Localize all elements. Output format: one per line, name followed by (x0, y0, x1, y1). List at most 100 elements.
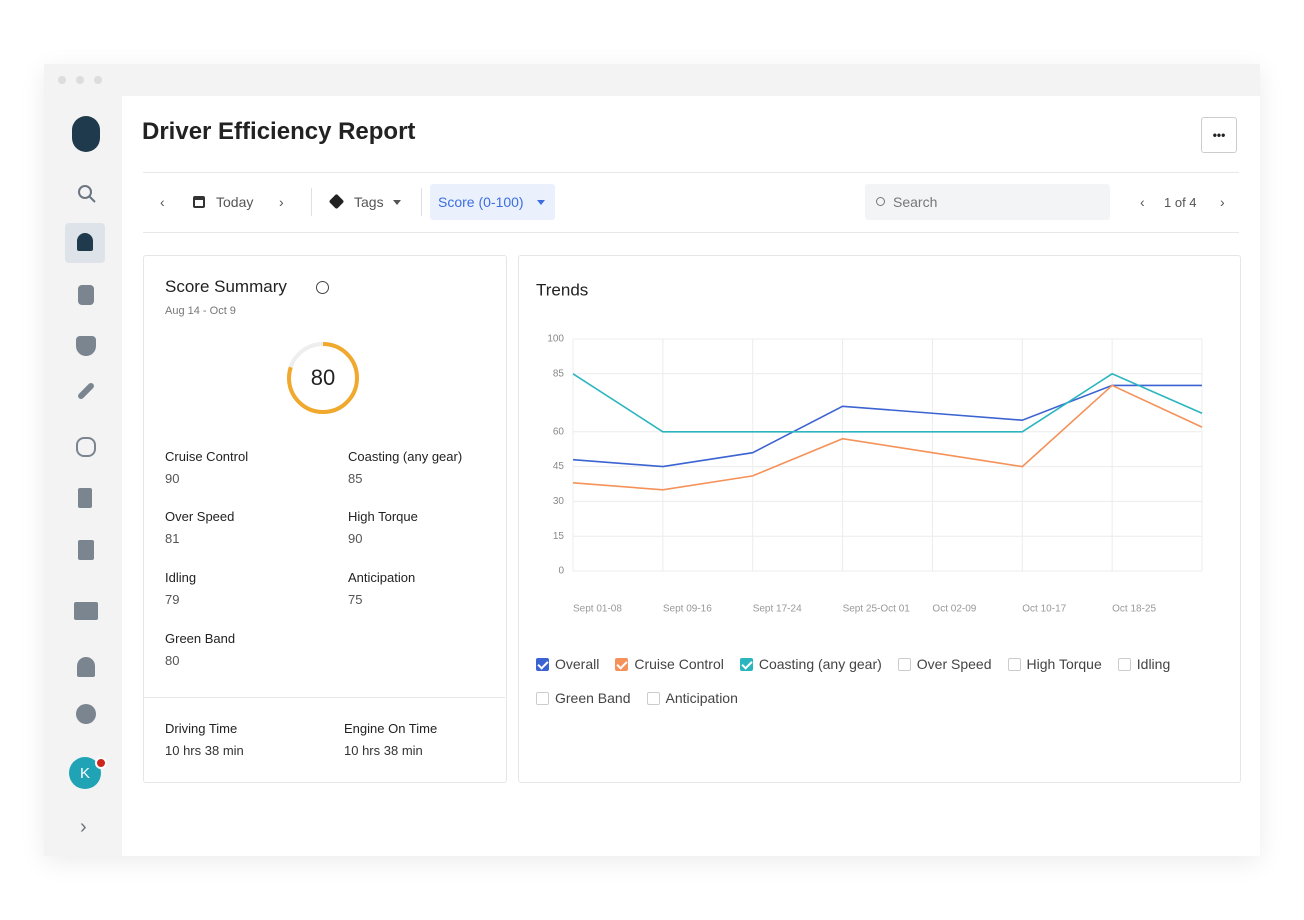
series-line (572, 384, 1202, 468)
x-tick-label: Sept 01-08 (573, 604, 622, 615)
legend-checkbox[interactable] (536, 691, 549, 705)
nav-icon[interactable] (77, 657, 95, 677)
metric-label: Coasting (any gear) (348, 449, 463, 464)
prev-page[interactable]: ‹ (1140, 194, 1145, 210)
legend-item[interactable]: Green Band (536, 690, 631, 706)
divider (143, 232, 1239, 233)
nav-icon[interactable] (78, 285, 94, 305)
y-tick-label: 60 (553, 426, 565, 437)
legend-checkbox[interactable] (1117, 657, 1131, 671)
date-range: Aug 14 - Oct 9 (165, 305, 236, 317)
legend-checkbox[interactable] (536, 657, 549, 671)
metric-value: 90 (348, 531, 363, 546)
notification-dot (95, 757, 107, 769)
window-dot (58, 76, 66, 84)
legend-item[interactable]: Cruise Control (615, 656, 724, 672)
legend-item[interactable]: High Torque (1007, 656, 1102, 672)
nav-icon[interactable] (76, 437, 96, 457)
legend-label: High Torque (1026, 656, 1102, 672)
chart-title: Trends (536, 280, 588, 299)
score-filter[interactable]: Score (0-100) (438, 194, 524, 210)
series-line (572, 384, 1203, 491)
nav-icon[interactable] (78, 488, 92, 508)
y-tick-label: 100 (547, 334, 564, 345)
divider (144, 697, 505, 698)
more-button[interactable]: ••• (1201, 117, 1237, 153)
legend-item[interactable]: Overall (536, 656, 599, 672)
legend-checkbox[interactable] (1007, 657, 1021, 671)
legend-checkbox[interactable] (646, 691, 660, 705)
legend-label: Cruise Control (634, 656, 724, 672)
summary-title: Score Summary (165, 277, 287, 296)
footer-value: 10 hrs 38 min (344, 743, 423, 758)
y-tick-label: 30 (553, 496, 565, 507)
logo[interactable] (72, 116, 100, 152)
x-tick-label: Sept 09-16 (663, 604, 712, 615)
legend-label: Coasting (any gear) (758, 656, 882, 672)
metric-label: Cruise Control (165, 449, 249, 464)
divider (143, 172, 1239, 173)
caret (537, 200, 545, 209)
search-icon[interactable] (76, 183, 98, 205)
window-dot (94, 76, 102, 84)
metric-label: Idling (165, 570, 197, 585)
page-title: Driver Efficiency Report (142, 118, 416, 145)
x-tick-label: Oct 02-09 (932, 604, 976, 615)
footer-label: Driving Time (165, 721, 238, 736)
metric-value: 80 (165, 653, 180, 668)
footer-label: Engine On Time (344, 721, 438, 736)
metric-value: 85 (348, 471, 363, 486)
trends-card (518, 255, 1241, 783)
next-date[interactable]: › (279, 194, 284, 210)
nav-icon[interactable] (77, 233, 93, 251)
x-tick-label: Oct 18-25 (1112, 604, 1156, 615)
y-tick-label: 0 (558, 566, 564, 577)
legend-item[interactable]: Over Speed (897, 656, 992, 672)
tags-filter[interactable]: Tags (354, 194, 384, 210)
search-placeholder[interactable]: Search (893, 194, 938, 210)
x-tick-label: Oct 10-17 (1022, 604, 1066, 615)
legend-label: Over Speed (916, 656, 992, 672)
metric-label: Over Speed (165, 509, 235, 524)
search-icon (876, 197, 885, 206)
nav-icon[interactable] (76, 336, 96, 356)
legend: Overall Cruise Control Coasting (any gear)… (536, 656, 1226, 706)
x-tick-label: Sept 25-Oct 01 (843, 604, 911, 615)
gauge-arc (287, 342, 359, 414)
legend-label: Overall (555, 656, 600, 672)
prev-date[interactable]: ‹ (160, 194, 165, 210)
score-filter-bg[interactable] (430, 184, 555, 220)
metric-value: 81 (165, 531, 180, 546)
trends-chart: Trends 0 15 30 45 60 85 100 Sept 01-08 Sept 09-1… (536, 280, 1203, 615)
y-tick-label: 45 (553, 461, 565, 472)
metric-value: 90 (165, 471, 180, 486)
legend-checkbox[interactable] (615, 657, 629, 671)
nav-icon[interactable] (78, 540, 94, 560)
nav-icon[interactable] (76, 704, 96, 724)
series-line (572, 372, 1203, 433)
calendar-icon (193, 196, 205, 208)
legend-checkbox[interactable] (897, 657, 911, 671)
search-box[interactable] (865, 184, 1110, 220)
date-picker[interactable]: Today (216, 194, 254, 210)
footer-value: 10 hrs 38 min (165, 743, 244, 758)
expand-arrow[interactable]: › (80, 816, 87, 838)
legend-item[interactable]: Idling (1117, 656, 1170, 672)
x-tick-label: Sept 17-24 (753, 604, 802, 615)
metric-value: 75 (348, 592, 363, 607)
next-page[interactable]: › (1220, 194, 1225, 210)
nav-icon[interactable] (74, 602, 98, 620)
metric-label: Anticipation (348, 570, 416, 585)
legend-label: Green Band (555, 690, 631, 706)
legend-item[interactable]: Coasting (any gear) (739, 656, 882, 672)
metric-label: Green Band (165, 631, 236, 646)
metric-value: 79 (165, 592, 180, 607)
y-tick-label: 85 (553, 368, 565, 379)
info-icon[interactable] (316, 281, 329, 294)
y-tick-label: 15 (553, 531, 565, 542)
legend-item[interactable]: Anticipation (646, 690, 738, 706)
divider (421, 188, 422, 216)
legend-label: Anticipation (665, 690, 738, 706)
legend-checkbox[interactable] (739, 657, 753, 671)
